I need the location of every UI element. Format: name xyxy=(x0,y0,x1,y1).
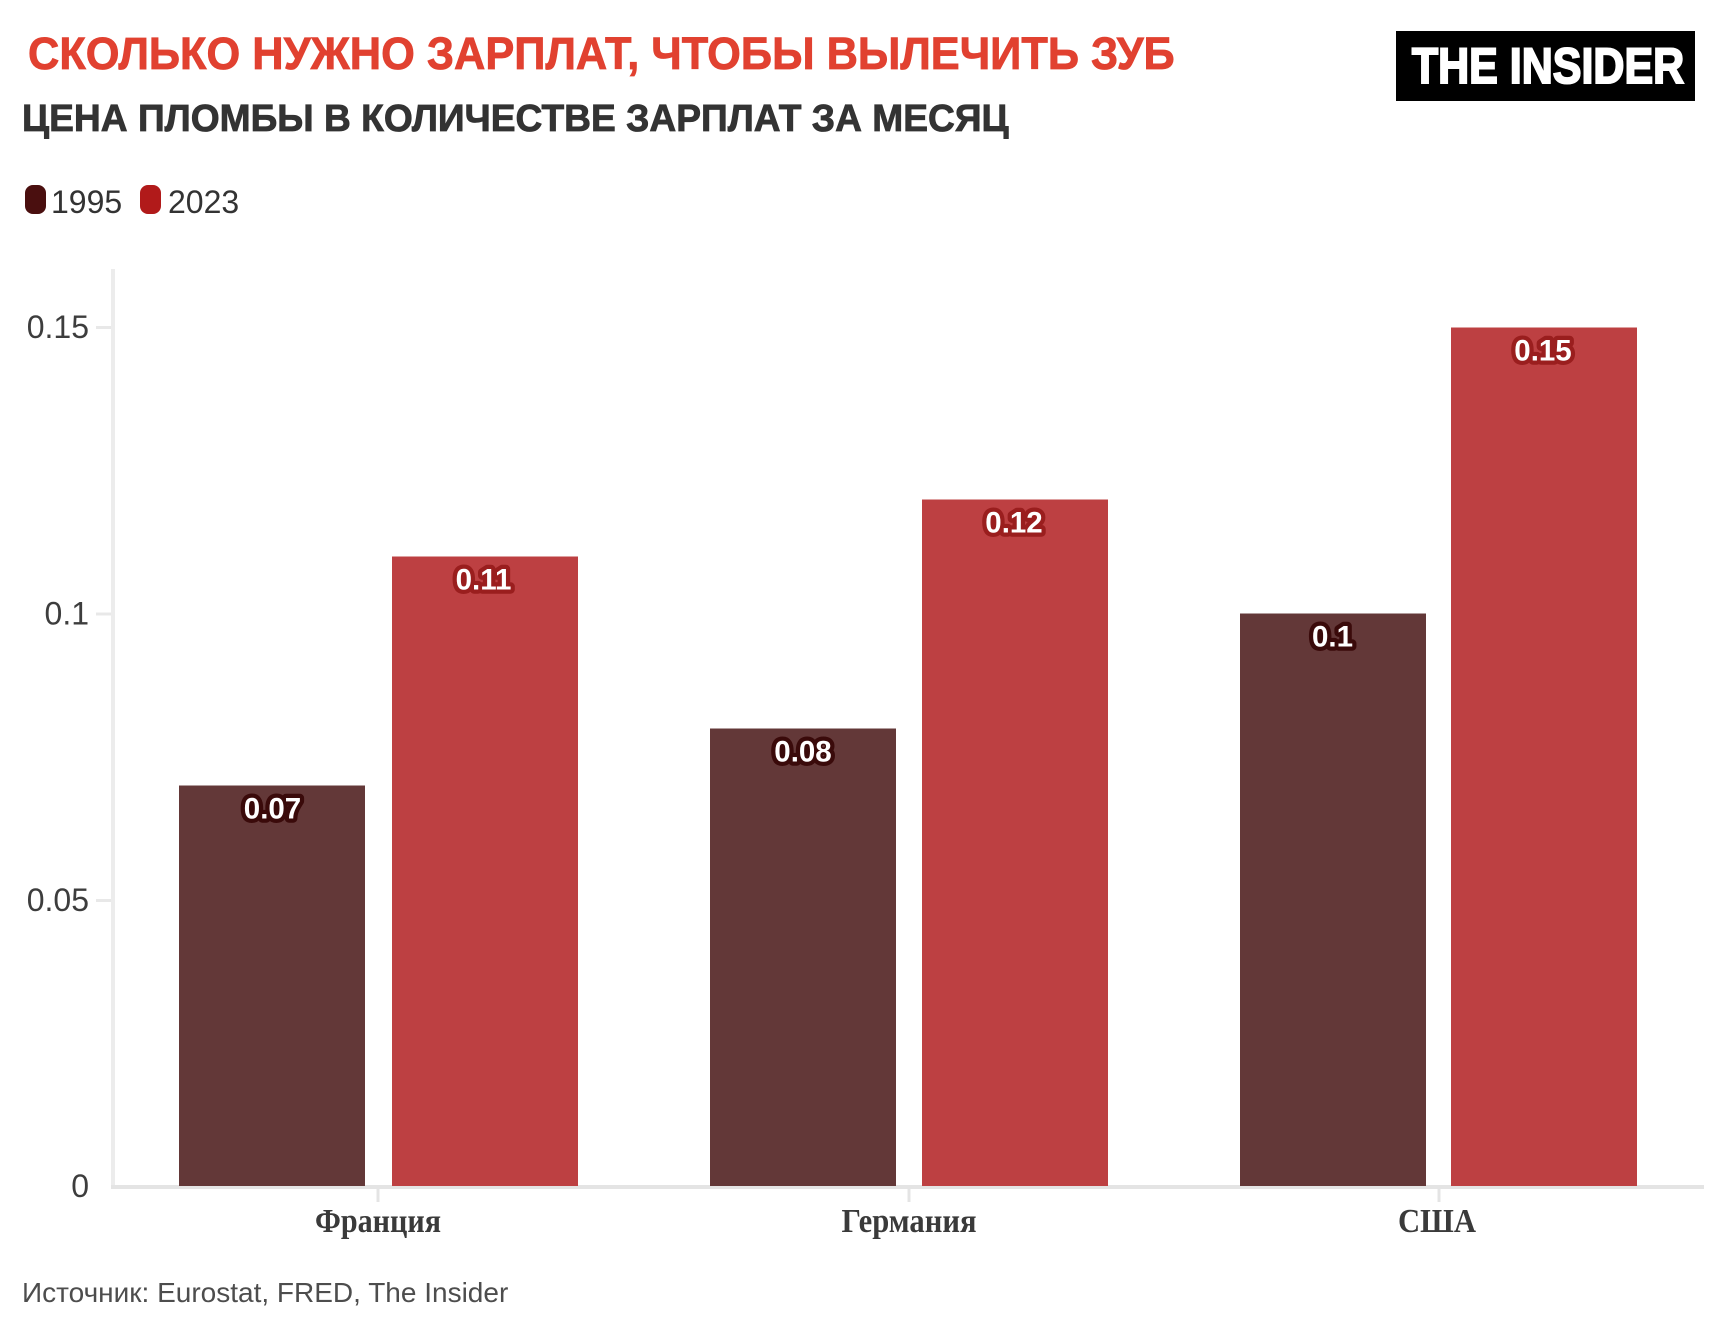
svg-text:0.05: 0.05 xyxy=(27,882,89,918)
svg-text:США: США xyxy=(1398,1203,1476,1240)
svg-text:0.15: 0.15 xyxy=(27,309,89,345)
svg-text:0.11: 0.11 xyxy=(456,564,512,597)
svg-text:0.08: 0.08 xyxy=(774,736,831,769)
svg-text:0.15: 0.15 xyxy=(1514,335,1571,368)
svg-text:0.07: 0.07 xyxy=(244,793,301,826)
svg-text:0.1: 0.1 xyxy=(1312,621,1353,654)
svg-text:0.1: 0.1 xyxy=(45,596,89,632)
svg-text:0: 0 xyxy=(71,1168,89,1204)
svg-text:Франция: Франция xyxy=(315,1203,441,1240)
svg-text:Германия: Германия xyxy=(842,1203,977,1240)
svg-text:0.12: 0.12 xyxy=(985,507,1042,540)
